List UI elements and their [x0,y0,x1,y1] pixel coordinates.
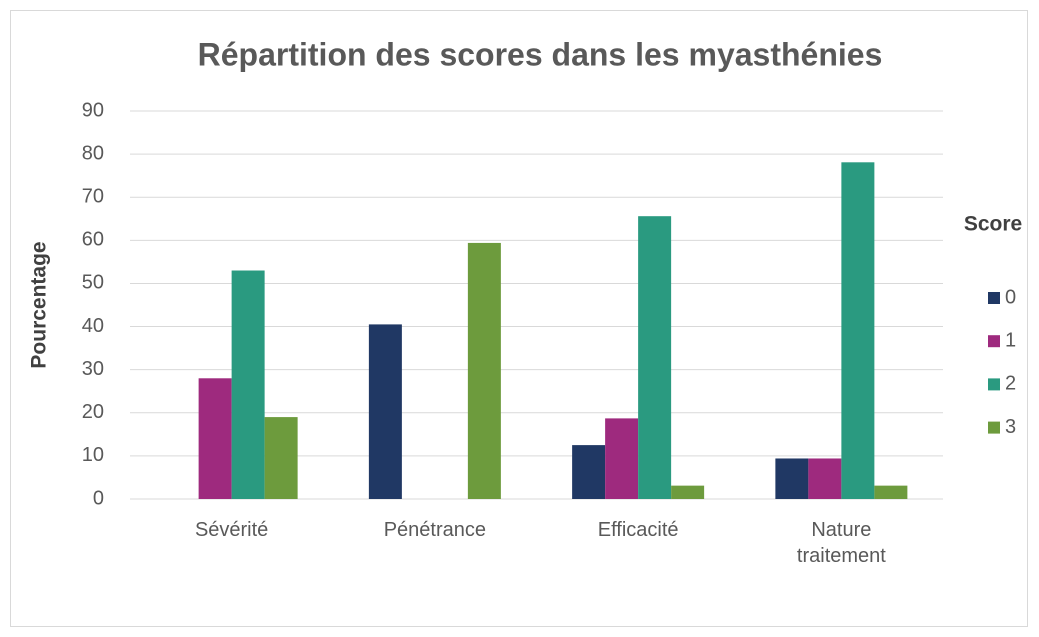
bar [874,485,908,499]
legend-label: 2 [1005,373,1016,395]
bar [467,242,501,500]
bar [638,216,672,500]
legend-swatch [988,335,1000,348]
legend-swatch [988,421,1000,434]
y-tick-label: 40 [82,315,104,337]
legend-label: 1 [1005,329,1016,351]
x-tick-label: Sévérité [194,519,269,541]
bar [605,418,639,499]
chart-title: Répartition des scores dans les myasthén… [198,36,883,72]
legend-label: 0 [1005,286,1016,308]
bar [572,445,606,499]
legend-swatch [988,378,1000,391]
y-tick-label: 10 [82,444,104,466]
y-tick-label: 20 [82,401,104,423]
y-tick-label: 0 [93,487,104,509]
y-tick-label: 50 [82,272,104,294]
bar [841,162,875,499]
y-axis-label: Pourcentage [28,241,51,368]
x-tick-label: Efficacité [597,519,679,541]
bar [368,324,402,499]
bar [775,458,809,499]
y-tick-label: 30 [82,358,104,380]
y-tick-label: 90 [82,99,104,121]
x-tick-label: Nature traitement [796,519,886,567]
bar [231,270,265,499]
legend-title: Score [964,213,1022,236]
legend-label: 3 [1005,416,1016,438]
bar [198,378,232,499]
y-tick-label: 60 [82,229,104,251]
y-tick-label: 80 [82,142,104,164]
legend-swatch [988,292,1000,304]
bar [264,417,298,499]
bar [808,458,842,499]
bar [671,485,705,499]
y-tick-label: 70 [82,186,104,208]
x-tick-label: Pénétrance [383,519,487,541]
